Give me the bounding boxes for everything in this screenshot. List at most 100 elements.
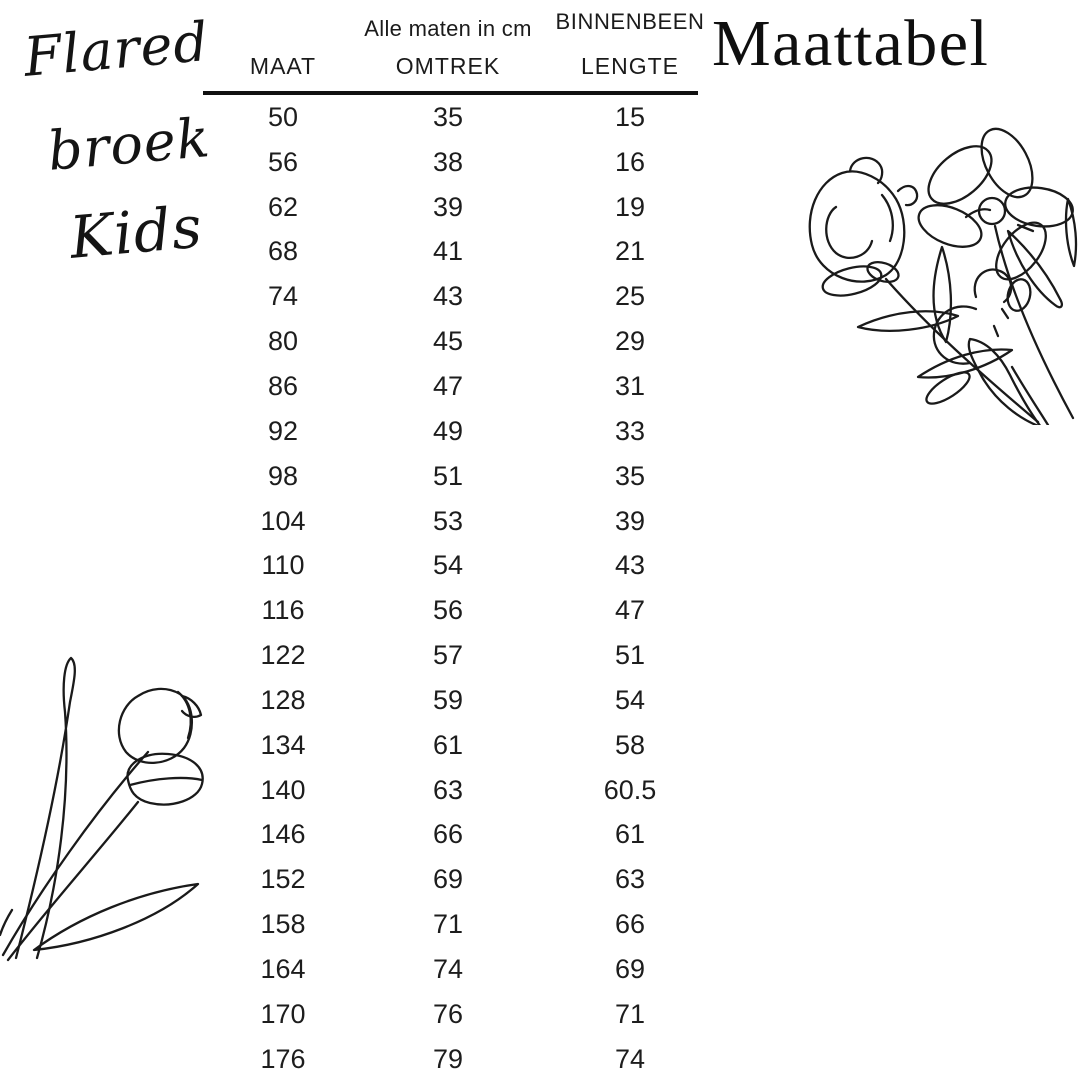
maat-cell: 86 [267,370,299,401]
lengte-cell: 19 [614,191,646,222]
table-row: 74 43 25 [203,274,727,319]
table-row: 50 35 15 [203,95,727,140]
omtrek-cell: 63 [432,774,464,805]
table-row: 86 47 31 [203,364,727,409]
tulips-illustration [0,656,204,962]
omtrek-cell: 45 [432,326,464,357]
maat-cell: 146 [260,819,306,850]
omtrek-cell: 47 [432,370,464,401]
maat-cell: 110 [261,550,305,581]
omtrek-cell: 56 [432,595,464,626]
lengte-cell: 66 [614,909,646,940]
lengte-cell: 21 [614,236,646,267]
brand-script-line-1: Flared [21,9,212,89]
lengte-cell: 47 [614,595,646,626]
lengte-cell: 61 [614,819,646,850]
omtrek-cell: 74 [432,953,464,984]
size-table: Alle maten in cm BINNENBEEN MAAT OMTREK … [203,0,727,1080]
table-row: 128 59 54 [203,678,727,723]
maat-cell: 92 [267,415,299,446]
table-row: 146 66 61 [203,813,727,858]
lengte-cell: 35 [614,460,646,491]
table-row: 164 74 69 [203,947,727,992]
table-row: 116 56 47 [203,588,727,633]
table-row: 170 76 71 [203,992,727,1037]
omtrek-cell: 61 [432,729,464,760]
maat-cell: 158 [260,909,306,940]
lengte-cell: 15 [614,101,646,132]
maat-cell: 98 [267,460,299,491]
table-row: 122 57 51 [203,633,727,678]
maat-cell: 50 [267,101,299,132]
lengte-cell: 58 [614,729,646,760]
omtrek-cell: 39 [432,191,464,222]
omtrek-cell: 38 [432,146,464,177]
lengte-cell: 43 [614,550,646,581]
maat-cell: 140 [260,774,306,805]
omtrek-cell: 71 [432,909,464,940]
table-row: 80 45 29 [203,319,727,364]
omtrek-cell: 41 [432,236,464,267]
table-row: 68 41 21 [203,230,727,275]
maat-cell: 134 [260,729,306,760]
column-header-lengte: LENGTE [580,53,680,79]
maat-cell: 116 [261,595,305,626]
lengte-cell: 16 [614,146,646,177]
column-header-binnenbeen: BINNENBEEN [555,9,705,34]
column-header-omtrek: OMTREK [395,53,501,79]
omtrek-cell: 54 [432,550,464,581]
table-row: 152 69 63 [203,857,727,902]
table-header-row: MAAT OMTREK LENGTE [203,53,727,80]
maat-cell: 152 [260,864,306,895]
omtrek-cell: 79 [432,1043,464,1074]
table-row: 62 39 19 [203,185,727,230]
maat-cell: 68 [267,236,299,267]
wildflowers-illustration [808,127,1078,425]
omtrek-cell: 69 [432,864,464,895]
brand-script-line-3: Kids [67,192,206,272]
table-row: 56 38 16 [203,140,727,185]
omtrek-cell: 59 [432,684,464,715]
maat-cell: 170 [260,998,306,1029]
omtrek-cell: 53 [432,505,464,536]
omtrek-cell: 35 [432,101,464,132]
brand-script-line-2: broek [45,105,213,183]
maat-cell: 80 [267,326,299,357]
maat-cell: 128 [260,684,306,715]
omtrek-cell: 43 [432,281,464,312]
size-table-rows: 50 35 15 56 38 16 62 39 19 68 41 21 74 43 25 80 45 29 86 47… [203,95,727,1080]
lengte-cell: 29 [614,326,646,357]
omtrek-cell: 57 [432,640,464,671]
table-row: 134 61 58 [203,723,727,768]
omtrek-cell: 51 [432,460,464,491]
maat-cell: 176 [260,1043,306,1074]
maat-cell: 104 [260,505,306,536]
unit-note: Alle maten in cm [364,16,532,41]
table-row: 92 49 33 [203,409,727,454]
maat-cell: 62 [267,191,299,222]
maat-cell: 122 [260,640,306,671]
table-row: 104 53 39 [203,499,727,544]
page-title: Maattabel [712,7,990,80]
table-row: 98 51 35 [203,454,727,499]
column-header-maat: MAAT [249,53,317,79]
table-row: 110 54 43 [203,543,727,588]
lengte-cell: 71 [614,998,646,1029]
maat-cell: 164 [260,953,306,984]
table-row: 158 71 66 [203,902,727,947]
lengte-cell: 63 [614,864,646,895]
maat-cell: 74 [267,281,299,312]
omtrek-cell: 76 [432,998,464,1029]
table-row: 176 79 74 [203,1037,727,1080]
lengte-cell: 60.5 [603,774,657,805]
lengte-cell: 31 [614,370,646,401]
lengte-cell: 54 [614,684,646,715]
lengte-cell: 33 [614,415,646,446]
header-divider-line [203,91,698,95]
lengte-cell: 69 [614,953,646,984]
omtrek-cell: 49 [432,415,464,446]
omtrek-cell: 66 [432,819,464,850]
maat-cell: 56 [267,146,299,177]
table-row: 140 63 60.5 [203,768,727,813]
